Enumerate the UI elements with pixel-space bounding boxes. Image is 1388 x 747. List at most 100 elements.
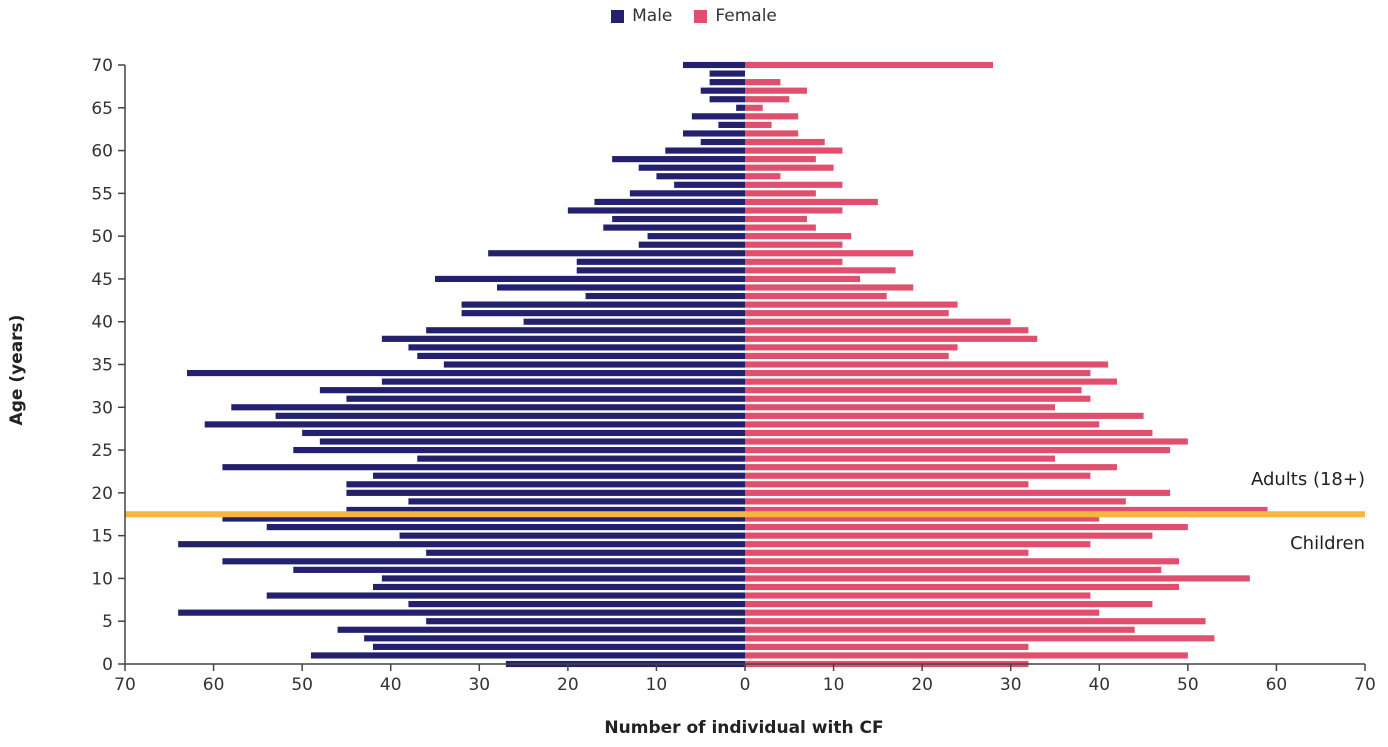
- male-bar-age-16: [266, 524, 745, 531]
- y-tick-label-60: 60: [91, 142, 113, 162]
- y-tick-label-30: 30: [91, 398, 113, 418]
- male-bar-age-11: [293, 566, 745, 573]
- female-bar-age-10: [745, 575, 1250, 582]
- male-bar-age-58: [638, 164, 745, 171]
- male-bar-age-56: [674, 181, 745, 188]
- x-tick-label-12: 50: [1177, 675, 1199, 695]
- female-bar-age-33: [745, 378, 1117, 385]
- male-bar-age-68: [709, 79, 745, 86]
- male-bar-age-13: [426, 549, 745, 556]
- male-bar-age-36: [417, 352, 745, 360]
- female-bar-age-66: [745, 96, 790, 103]
- male-bar-age-15: [399, 532, 745, 539]
- female-bar-age-63: [745, 121, 772, 128]
- female-bar-age-6: [745, 609, 1100, 616]
- female-bar-age-53: [745, 207, 843, 214]
- male-bar-age-38: [381, 335, 745, 342]
- female-bar-age-40: [745, 318, 1011, 325]
- y-tick-label-35: 35: [91, 356, 113, 376]
- y-axis-label: Age (years): [7, 314, 27, 426]
- x-tick-label-2: 50: [291, 675, 313, 695]
- female-bar-age-54: [745, 198, 878, 205]
- female-bar-age-29: [745, 412, 1144, 419]
- male-bar-age-1: [311, 652, 745, 659]
- female-bar-age-26: [745, 438, 1188, 445]
- male-bar-age-52: [612, 215, 745, 223]
- x-tick-label-8: 10: [823, 675, 845, 695]
- female-bar-age-42: [745, 301, 958, 308]
- female-bar-age-67: [745, 87, 807, 94]
- x-tick-label-3: 40: [380, 675, 402, 695]
- female-bar-age-31: [745, 395, 1091, 402]
- male-bar-age-25: [293, 446, 745, 454]
- legend-label-male: Male: [632, 6, 673, 26]
- male-bar-age-6: [178, 609, 746, 616]
- female-bar-age-46: [745, 267, 896, 274]
- male-bar-age-37: [408, 344, 745, 351]
- female-bar-age-23: [745, 464, 1117, 471]
- male-bar-age-44: [497, 284, 745, 291]
- female-bar-age-22: [745, 472, 1091, 479]
- female-bar-age-18: [745, 506, 1268, 514]
- female-bar-age-58: [745, 164, 834, 171]
- male-bar-age-27: [302, 429, 745, 437]
- male-bar-age-69: [709, 70, 745, 77]
- y-tick-label-65: 65: [91, 99, 113, 119]
- male-bar-age-48: [488, 250, 745, 257]
- female-bar-age-24: [745, 455, 1055, 462]
- female-bar-age-62: [745, 130, 799, 137]
- female-bar-age-38: [745, 335, 1038, 342]
- y-tick-label-0: 0: [102, 655, 113, 675]
- female-bar-age-61: [745, 138, 825, 146]
- female-bar-age-19: [745, 498, 1126, 505]
- male-bar-age-34: [187, 369, 745, 377]
- female-bar-age-57: [745, 173, 781, 180]
- female-bar-age-4: [745, 626, 1135, 633]
- legend-swatch-male: [611, 9, 625, 23]
- legend-item-male: Male: [611, 6, 672, 26]
- x-tick-label-13: 60: [1266, 675, 1288, 695]
- x-tick-label-14: 70: [1354, 675, 1376, 695]
- male-bar-age-18: [346, 506, 745, 514]
- y-tick-label-20: 20: [91, 484, 113, 504]
- male-bar-age-30: [231, 404, 746, 411]
- x-tick-label-6: 10: [646, 675, 668, 695]
- female-bar-age-70: [745, 61, 993, 69]
- male-bar-age-2: [373, 643, 745, 650]
- female-bar-age-47: [745, 258, 843, 265]
- male-bar-age-55: [629, 190, 745, 197]
- male-bar-age-9: [373, 583, 745, 591]
- male-bar-age-20: [346, 489, 745, 496]
- annotation-children: Children: [1290, 533, 1365, 554]
- male-bar-age-49: [638, 241, 745, 248]
- male-bar-age-14: [178, 541, 746, 548]
- female-bar-age-7: [745, 601, 1153, 608]
- female-bar-age-35: [745, 361, 1109, 368]
- male-bar-age-21: [346, 481, 745, 488]
- male-bar-age-24: [417, 455, 745, 462]
- male-bar-age-41: [461, 310, 745, 317]
- male-bar-age-46: [576, 267, 745, 274]
- x-tick-label-9: 20: [911, 675, 933, 695]
- y-tick-label-5: 5: [102, 612, 113, 632]
- female-bar-age-9: [745, 583, 1179, 591]
- legend-label-female: Female: [715, 6, 777, 26]
- female-bar-age-14: [745, 541, 1091, 548]
- male-bar-age-50: [647, 233, 745, 240]
- y-tick-label-70: 70: [91, 56, 113, 76]
- female-bar-age-39: [745, 327, 1029, 334]
- female-bar-age-12: [745, 558, 1179, 565]
- male-bar-age-26: [319, 438, 745, 445]
- y-tick-label-10: 10: [91, 569, 113, 589]
- y-tick-label-50: 50: [91, 227, 113, 247]
- y-tick-label-55: 55: [91, 184, 113, 204]
- female-bar-age-28: [745, 421, 1100, 428]
- male-bar-age-31: [346, 395, 745, 402]
- male-bar-age-19: [408, 498, 745, 505]
- female-bar-age-45: [745, 275, 861, 283]
- female-bar-age-16: [745, 524, 1188, 531]
- male-bar-age-5: [426, 618, 745, 625]
- male-bar-age-35: [443, 361, 745, 368]
- y-tick-label-25: 25: [91, 441, 113, 461]
